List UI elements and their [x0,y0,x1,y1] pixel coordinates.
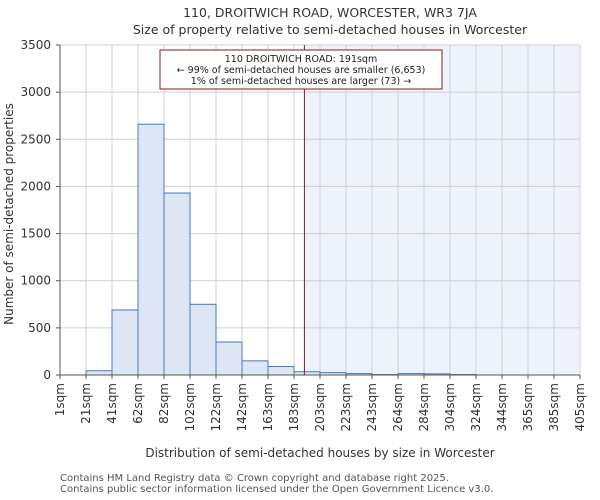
annotation-line-2: ← 99% of semi-detached houses are smalle… [177,65,426,76]
annotation-line-1: 110 DROITWICH ROAD: 191sqm [225,54,377,65]
y-axis-label: Number of semi-detached properties [2,103,16,325]
y-tick-label: 2000 [20,179,51,193]
x-tick-label: 344sqm [495,383,509,431]
x-tick-label: 243sqm [365,383,379,431]
x-tick-label: 1sqm [53,383,67,416]
footer-licence: Contains public sector information licen… [60,484,494,495]
x-tick-label: 223sqm [339,383,353,431]
plot-background [304,45,580,375]
x-tick-labels: 1sqm 21sqm 41sqm 62sqm 82sqm 102sqm 122sqm 142s… [53,383,587,431]
x-tick-label: 41sqm [105,383,119,424]
axes [56,44,581,379]
x-tick-label: 21sqm [79,383,93,424]
chart-subtitle: Size of property relative to semi-detach… [133,22,528,37]
x-tick-label: 102sqm [183,383,197,431]
chart-title: 110, DROITWICH ROAD, WORCESTER, WR3 7JA [183,5,477,20]
footer-copyright: Contains HM Land Registry data © Crown c… [60,473,449,484]
y-tick-label: 1000 [20,274,51,288]
y-tick-label: 1500 [20,227,51,241]
y-tick-labels: 0 500 1000 1500 2000 2500 3000 3500 [20,38,51,382]
x-tick-label: 122sqm [209,383,223,431]
x-tick-label: 324sqm [469,383,483,431]
larger-properties-region [304,45,580,375]
x-axis-label: Distribution of semi-detached houses by … [145,446,494,460]
x-tick-label: 62sqm [131,383,145,424]
x-tick-label: 385sqm [547,383,561,431]
x-tick-label: 183sqm [287,383,301,431]
annotation-line-3: 1% of semi-detached houses are larger (7… [191,76,411,87]
bar-41sqm [111,309,139,376]
x-tick-label: 365sqm [521,383,535,431]
y-tick-label: 0 [43,368,51,382]
x-tick-label: 163sqm [261,383,275,431]
y-tick-label: 3000 [20,85,51,99]
bar-142sqm [241,360,269,376]
bars [85,123,477,376]
bar-62sqm [137,123,165,376]
x-tick-label: 142sqm [235,383,249,431]
x-tick-label: 284sqm [417,383,431,431]
x-tick-label: 304sqm [443,383,457,431]
bar-122sqm [215,341,243,376]
annotation-box [159,49,443,90]
bar-21sqm [85,370,113,376]
y-tick-label: 3500 [20,38,51,52]
bar-102sqm [189,303,217,376]
bar-82sqm [163,192,191,376]
x-tick-label: 405sqm [573,383,587,431]
x-tick-label: 264sqm [391,383,405,431]
bar-163sqm [267,366,295,376]
x-tick-label: 203sqm [313,383,327,431]
y-tick-label: 500 [28,321,51,335]
y-tick-label: 2500 [20,132,51,146]
x-tick-label: 82sqm [157,383,171,424]
property-annotation: 110 DROITWICH ROAD: 191sqm ← 99% of semi… [159,49,443,90]
